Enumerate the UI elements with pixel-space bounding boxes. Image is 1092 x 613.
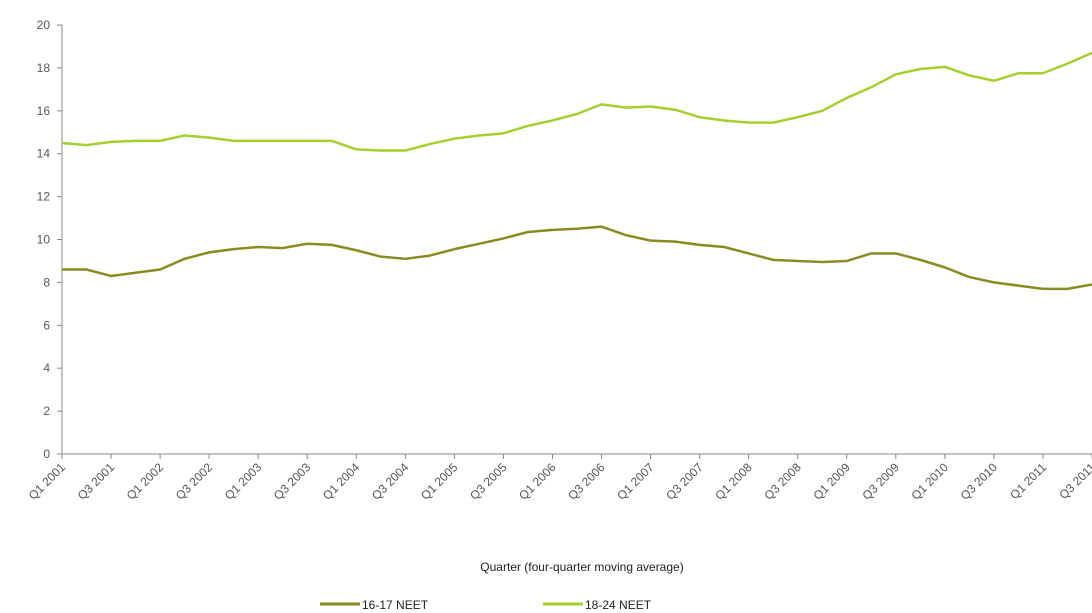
x-tick-label: Q3 2004 — [369, 460, 412, 503]
y-tick-label: 6 — [43, 318, 50, 332]
x-tick-label: Q3 2006 — [565, 460, 608, 503]
x-tick-label: Q1 2010 — [909, 460, 952, 503]
y-tick-label: 16 — [37, 104, 51, 118]
x-tick-label: Q3 2002 — [173, 460, 216, 503]
x-tick-label: Q1 2007 — [614, 460, 657, 503]
x-tick-label: Q3 2005 — [467, 460, 510, 503]
x-tick-label: Q3 2007 — [663, 460, 706, 503]
series-line — [62, 225, 1092, 291]
y-tick-label: 2 — [43, 404, 50, 418]
y-tick-label: 20 — [37, 18, 51, 32]
x-tick-label: Q1 2003 — [222, 460, 265, 503]
x-tick-label: Q1 2005 — [418, 460, 461, 503]
x-axis-label: Quarter (four-quarter moving average) — [480, 560, 683, 574]
x-tick-label: Q3 2001 — [75, 460, 118, 503]
y-tick-label: 8 — [43, 275, 50, 289]
x-tick-label: Q1 2011 — [1007, 460, 1049, 502]
x-tick-label: Q1 2004 — [320, 460, 363, 503]
y-tick-label: 0 — [43, 447, 50, 461]
x-tick-label: Q1 2009 — [810, 460, 853, 503]
x-tick-label: Q3 2011 — [1056, 460, 1092, 502]
legend-label: 16-17 NEET — [362, 598, 429, 612]
x-tick-label: Q1 2006 — [516, 460, 559, 503]
x-tick-label: Q3 2008 — [761, 460, 804, 503]
x-tick-label: Q3 2003 — [271, 460, 314, 503]
x-tick-label: Q1 2008 — [712, 460, 755, 503]
x-tick-label: Q1 2002 — [124, 460, 167, 503]
x-tick-label: Q3 2010 — [958, 460, 1001, 503]
y-tick-label: 14 — [37, 147, 51, 161]
x-tick-label: Q1 2001 — [26, 460, 69, 503]
x-tick-label: Q3 2009 — [859, 460, 902, 503]
legend-label: 18-24 NEET — [585, 598, 652, 612]
series-line — [61, 51, 1092, 152]
y-tick-label: 18 — [37, 61, 51, 75]
y-tick-label: 4 — [43, 361, 50, 375]
y-tick-label: 10 — [37, 233, 51, 247]
y-tick-label: 12 — [37, 190, 51, 204]
